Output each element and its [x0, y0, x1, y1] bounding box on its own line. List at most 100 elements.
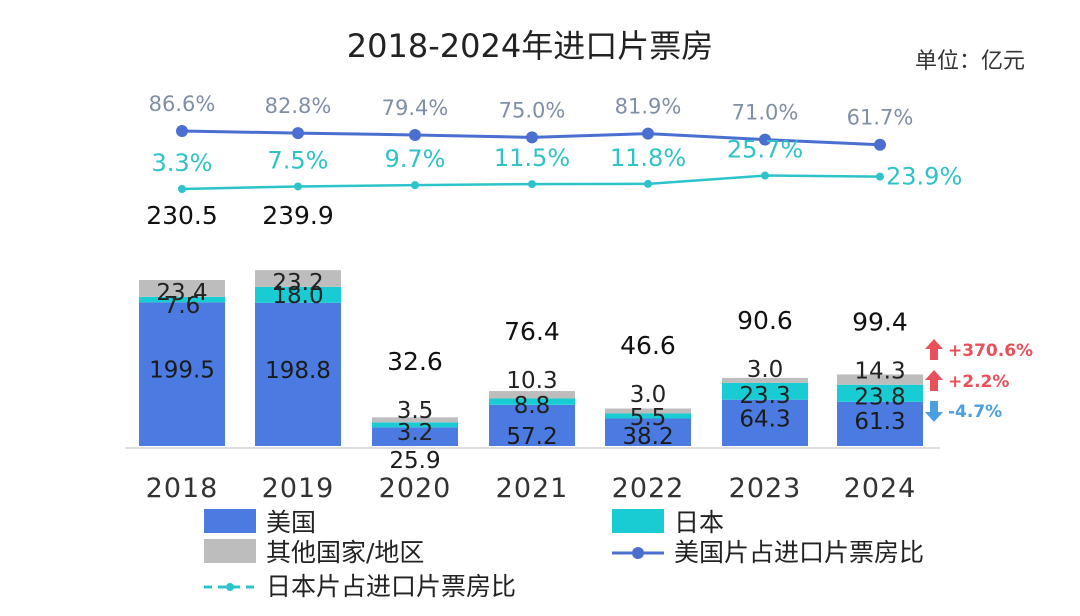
- line-point: [292, 127, 304, 140]
- line-label: 11.5%: [494, 144, 570, 172]
- arrow-down-icon: [925, 401, 943, 422]
- total-label: 76.4: [504, 317, 560, 346]
- bar-segment-2023-0: [722, 399, 808, 446]
- value-label: 7.6: [164, 293, 201, 319]
- legend-swatch: [204, 539, 256, 563]
- line-label: 3.3%: [152, 149, 213, 177]
- chart-title: 2018-2024年进口片票房: [347, 27, 713, 65]
- bar-segment-2022-2: [605, 408, 691, 414]
- change-annotation: -4.7%: [948, 402, 1002, 422]
- bar-segment-2023-2: [722, 377, 808, 383]
- value-label: 18.0: [272, 283, 323, 309]
- bar-segment-2018-0: [139, 302, 225, 446]
- legend-label: 其他国家/地区: [266, 538, 424, 567]
- arrow-up-icon: [925, 339, 943, 360]
- x-tick-label: 2018: [146, 473, 219, 504]
- value-label: 25.9: [389, 448, 440, 474]
- x-tick-label: 2023: [729, 473, 802, 504]
- value-label: 14.3: [854, 359, 905, 385]
- line-label: 86.6%: [149, 92, 216, 116]
- x-tick-label: 2024: [844, 473, 917, 504]
- total-label: 99.4: [852, 308, 908, 337]
- legend-swatch: [204, 509, 256, 533]
- legend-label: 日本: [674, 508, 724, 537]
- legend-marker: [226, 583, 234, 591]
- unit-label: 单位：亿元: [915, 49, 1025, 74]
- value-label: 64.3: [739, 407, 790, 433]
- line-label: 11.8%: [610, 144, 686, 172]
- line-point: [294, 182, 302, 191]
- value-label: 3.0: [747, 357, 784, 383]
- bar-segment-2018-2: [139, 280, 225, 297]
- line-point: [644, 179, 652, 188]
- change-annotation: +2.2%: [948, 372, 1009, 392]
- bar-segment-2021-2: [489, 391, 575, 399]
- value-label: 10.3: [506, 368, 557, 394]
- line-point: [761, 171, 769, 180]
- value-label: 199.5: [149, 357, 215, 383]
- x-tick-label: 2021: [496, 473, 569, 504]
- value-label: 8.8: [514, 393, 551, 419]
- line-point: [411, 181, 419, 190]
- value-label: 198.8: [265, 358, 331, 384]
- bar-segment-2023-1: [722, 382, 808, 400]
- bar-segment-2019-2: [255, 270, 341, 287]
- legend-swatch: [612, 509, 664, 533]
- value-label: 23.2: [272, 270, 323, 296]
- line-label: 79.4%: [382, 96, 449, 120]
- x-tick-label: 2020: [379, 473, 452, 504]
- line-point: [759, 133, 771, 146]
- total-label: 239.9: [262, 201, 334, 230]
- legend-label: 美国片占进口片票房比: [674, 538, 924, 567]
- line-label: 25.7%: [727, 136, 803, 164]
- bar-segment-2022-0: [605, 418, 691, 446]
- line-label: 23.9%: [886, 163, 962, 191]
- legend-label: 日本片占进口片票房比: [266, 572, 516, 601]
- x-tick-label: 2022: [612, 473, 685, 504]
- line-label: 82.8%: [265, 94, 332, 118]
- line-point: [526, 131, 538, 144]
- value-label: 23.3: [739, 383, 790, 409]
- bar-segment-2019-0: [255, 302, 341, 446]
- change-annotation: +370.6%: [948, 341, 1033, 361]
- line-point: [409, 128, 421, 141]
- line-point: [876, 172, 884, 181]
- legend-label: 美国: [266, 508, 316, 537]
- legend-marker: [632, 547, 644, 559]
- line-label: 81.9%: [615, 95, 682, 119]
- x-tick-label: 2019: [262, 473, 335, 504]
- value-label: 57.2: [506, 424, 557, 450]
- value-label: 3.5: [397, 398, 434, 424]
- total-label: 90.6: [737, 306, 793, 335]
- arrow-up-icon: [925, 370, 943, 391]
- total-label: 46.6: [620, 331, 676, 360]
- total-label: 230.5: [146, 201, 218, 230]
- total-label: 32.6: [387, 347, 443, 376]
- value-label: 23.8: [854, 385, 905, 411]
- bar-segment-2024-1: [837, 384, 923, 402]
- line-label: 61.7%: [847, 106, 914, 130]
- bar-segment-2021-1: [489, 398, 575, 405]
- bar-segment-2024-0: [837, 401, 923, 446]
- line-label: 7.5%: [268, 146, 329, 174]
- value-label: 23.4: [156, 280, 207, 306]
- line-point: [874, 138, 886, 151]
- bar-segment-2021-0: [489, 404, 575, 446]
- value-label: 5.5: [630, 405, 667, 431]
- line-point: [528, 180, 536, 189]
- line-point: [642, 127, 654, 140]
- line-label: 75.0%: [499, 98, 566, 122]
- line-point: [178, 185, 186, 193]
- value-label: 61.3: [854, 409, 905, 435]
- bar-segment-2020-1: [372, 422, 458, 428]
- bar-segment-2024-2: [837, 374, 923, 385]
- bar-segment-2020-0: [372, 427, 458, 446]
- value-label: 38.2: [622, 424, 673, 450]
- value-label: 3.0: [630, 382, 667, 408]
- line-label: 71.0%: [732, 101, 799, 125]
- bar-segment-2020-2: [372, 417, 458, 423]
- bar-segment-2018-1: [139, 296, 225, 303]
- line-label: 9.7%: [385, 145, 446, 173]
- value-label: 3.2: [397, 420, 434, 446]
